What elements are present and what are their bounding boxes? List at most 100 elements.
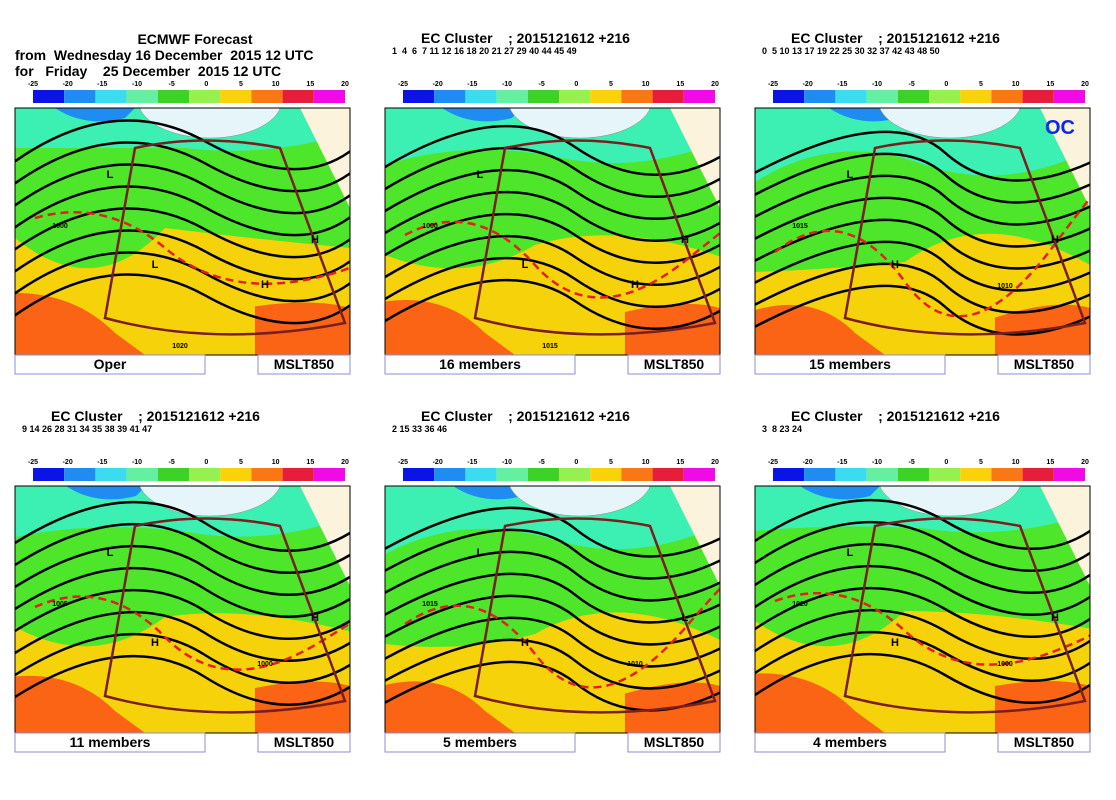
cluster-box <box>103 139 347 336</box>
isotherm-zero <box>34 211 350 285</box>
colorbar-segment <box>220 468 252 481</box>
colorbar-segment <box>527 90 559 103</box>
map: L H L 1010 1015 <box>385 486 720 733</box>
panel-subtitle: for Friday 25 December 2015 12 UTC <box>15 63 281 79</box>
map-label: L <box>477 547 484 559</box>
map-label: H <box>151 637 159 649</box>
colorbar-tick-label: -25 <box>28 459 38 466</box>
cold-core <box>800 486 880 500</box>
colorbar-segment <box>773 468 805 481</box>
isotherm-zero <box>404 220 720 299</box>
colorbar-segment <box>991 468 1023 481</box>
isobar <box>385 528 720 580</box>
footer-box <box>997 354 1091 375</box>
colorbar-tick-label: 20 <box>711 81 719 88</box>
footer-right: MSLT850 <box>274 734 335 750</box>
footer-right: MSLT850 <box>644 734 705 750</box>
colorbar-tick-label: -25 <box>28 81 38 88</box>
map-label: L <box>522 259 529 271</box>
map: L H H 1000 1020 <box>755 486 1090 733</box>
colorbar-segment <box>251 90 283 103</box>
map-label: L <box>682 612 689 624</box>
isobar <box>15 632 350 685</box>
colorbar-segment <box>991 90 1023 103</box>
colorbar-segment <box>157 90 189 103</box>
map-label: H <box>521 637 529 649</box>
map-label: H <box>311 612 319 624</box>
colorbar-segment <box>559 90 591 103</box>
colorbar-segment <box>33 90 65 103</box>
map-label: 1000 <box>422 223 438 230</box>
colorbar-segment <box>897 468 929 481</box>
hot-region <box>15 675 145 733</box>
isobar <box>755 520 1090 573</box>
colorbar-tick-label: -15 <box>837 459 847 466</box>
isobar <box>15 141 350 193</box>
arctic <box>509 108 651 139</box>
colorbar-tick-label: 10 <box>642 81 650 88</box>
map-label: L <box>477 169 484 181</box>
hot-region <box>755 304 885 355</box>
colorbar-segment <box>1022 468 1054 481</box>
colorbar-segment <box>590 468 622 481</box>
map-label: 1010 <box>627 661 643 668</box>
footer-box <box>627 732 721 753</box>
isobar <box>755 630 1090 683</box>
colorbar-segment <box>33 468 65 481</box>
land <box>1040 108 1090 208</box>
map-label: L <box>152 259 159 271</box>
colorbar-segment <box>282 90 314 103</box>
colorbar-tick-label: 20 <box>1081 459 1089 466</box>
map-label: 1020 <box>172 343 188 350</box>
member-list: 1 4 6 7 11 12 16 18 20 21 27 29 40 44 45… <box>392 46 577 56</box>
colorbar-segment <box>465 468 497 481</box>
colorbar-tick-label: -20 <box>63 81 73 88</box>
isotherm-zero <box>34 595 350 671</box>
colorbar-tick-label: 0 <box>944 459 948 466</box>
map-label: H <box>631 279 639 291</box>
colorbar-tick-label: -5 <box>539 81 545 88</box>
colorbar-segment <box>1053 90 1085 103</box>
colorbar-segment <box>866 468 898 481</box>
isobar <box>755 196 1090 248</box>
colorbar-tick-label: -15 <box>467 81 477 88</box>
isobar <box>385 638 720 690</box>
isobar <box>15 566 350 619</box>
colorbar-segment <box>683 468 715 481</box>
colorbar-tick-label: 5 <box>609 81 613 88</box>
colorbar-tick-label: 0 <box>204 81 208 88</box>
colorbar-tick-label: -15 <box>97 81 107 88</box>
colorbar-tick-label: 5 <box>979 459 983 466</box>
isotherm-zero <box>404 586 720 689</box>
colorbar-tick-label: -5 <box>539 459 545 466</box>
colorbar-segment <box>652 90 684 103</box>
isobar <box>755 542 1090 595</box>
colorbar-segment <box>403 468 435 481</box>
hot-region <box>755 673 885 733</box>
colorbar-tick-label: 0 <box>204 459 208 466</box>
colorbar-tick-label: 0 <box>574 81 578 88</box>
footer-box <box>257 732 351 753</box>
arctic <box>879 108 1021 139</box>
colorbar-segment <box>496 468 528 481</box>
isobar <box>385 146 720 199</box>
colorbar-tick-label: 20 <box>341 81 349 88</box>
footer-left: 4 members <box>813 734 887 750</box>
colorbar-segment <box>157 468 189 481</box>
colorbar-segment <box>126 90 158 103</box>
isobar <box>385 278 720 331</box>
footer-box <box>997 732 1091 753</box>
map-label: H <box>891 259 899 271</box>
map: L L H H 1000 1015 <box>385 108 720 355</box>
colorbar-tick-label: 0 <box>944 81 948 88</box>
colorbar-tick-label: -20 <box>63 459 73 466</box>
cluster-box <box>843 139 1087 336</box>
colorbar-tick-label: 15 <box>1046 459 1054 466</box>
colorbar-tick-label: 15 <box>306 459 314 466</box>
map-label: H <box>1051 612 1059 624</box>
hot-region <box>385 300 515 355</box>
colorbar-segment <box>897 90 929 103</box>
footer-box <box>14 732 206 753</box>
